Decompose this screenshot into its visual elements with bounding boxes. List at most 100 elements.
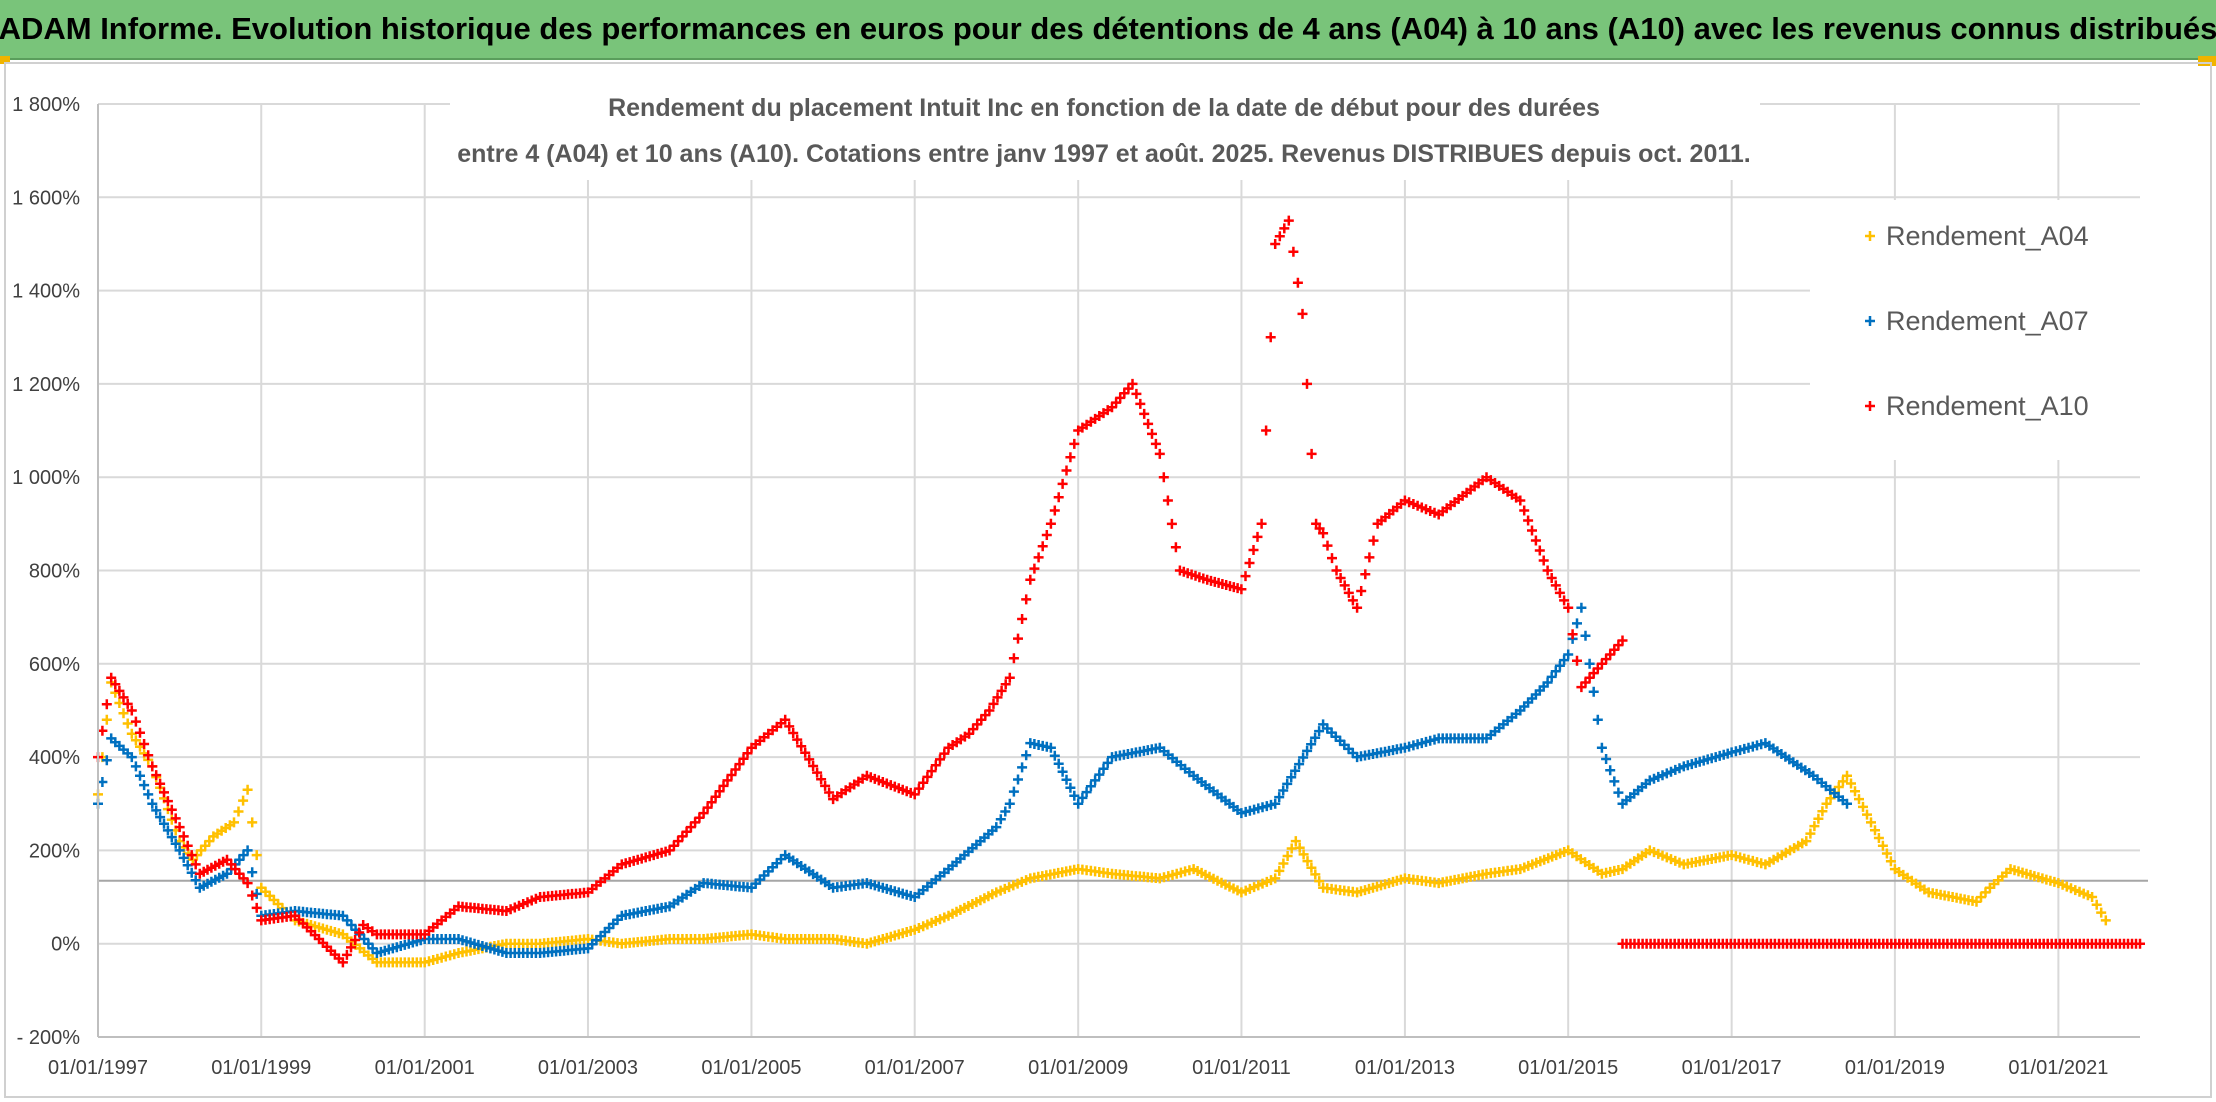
legend-marker [1865,401,1875,411]
data-point [1009,803,1011,805]
data-point [1649,779,1651,781]
data-point [199,873,201,875]
series-rendement-a10-zero- [1617,938,2145,949]
data-point [1050,747,1052,749]
data-point [1580,607,1582,609]
data-point [988,710,990,711]
x-tick-label: 01/01/2021 [2008,1057,2108,1079]
chart-title-background [450,88,1760,180]
y-axis: - 200% 0% 200% 400% 600% 800% 1 000% 1 200% 1 40… [12,94,99,1049]
data-point [1322,887,1324,889]
data-point [131,710,133,711]
data-point [2091,896,2093,898]
data-point [247,789,249,791]
data-point [1261,523,1263,525]
data-point [1601,663,1603,665]
data-point [199,887,201,889]
data-point [1622,640,1623,641]
data-point [1567,607,1569,609]
data-point [1240,588,1242,590]
y-tick-label: 800% [29,561,80,583]
legend-label: Rendement_A04 [1886,221,2089,251]
legend-label: Rendement_A10 [1886,391,2089,421]
x-tick-label: 01/01/2019 [1845,1057,1945,1079]
legend-item: Rendement_A07 [1865,306,2089,336]
data-point [1826,803,1827,805]
data-point [1009,677,1011,679]
data-point [751,747,752,749]
data-point [212,835,214,837]
y-tick-label: - 200% [17,1027,81,1049]
data-point [1111,756,1113,758]
data-point [1356,607,1358,609]
x-tick-label: 01/01/2015 [1518,1057,1618,1079]
data-point [342,915,344,917]
data-point [458,952,459,954]
data-point [1377,523,1379,525]
data-point [948,915,949,917]
data-point [866,943,868,945]
data-point [1622,943,1623,945]
series-rendement-a04 [93,677,2111,968]
data-point [1567,849,1569,851]
data-point [1601,873,1603,875]
data-point [1438,514,1440,515]
data-point [1486,476,1487,478]
data-point [294,915,296,917]
data-point [1731,751,1733,753]
legend-item: Rendement_A10 [1865,391,2089,421]
data-point [866,882,868,884]
data-point [424,961,426,963]
header-accent-left [0,56,10,64]
data-point [1976,901,1977,903]
data-point [2010,868,2011,870]
data-point [2139,943,2141,945]
legend-marker [1865,316,1875,326]
x-axis: 01/01/1997 01/01/1999 01/01/2001 01/01/2003… [48,1036,2140,1079]
data-point [1132,383,1133,385]
data-point [1519,500,1521,501]
report-header-banner: ADAM Informe. Evolution historique des p… [0,0,2216,60]
y-tick-label: 1 800% [12,94,80,116]
data-point [1846,775,1848,777]
data-point [1159,747,1161,749]
data-point [1989,887,1991,889]
data-point [1580,686,1582,688]
y-tick-label: 1 000% [12,467,80,489]
data-point [260,887,262,889]
x-tick-label: 01/01/2007 [865,1057,965,1079]
data-point [1601,747,1603,749]
data-point [1404,747,1406,749]
data-point [1193,868,1195,870]
data-point [1547,570,1549,571]
data-point [505,910,507,912]
x-tick-label: 01/01/2005 [701,1057,801,1079]
x-tick-label: 01/01/2011 [1192,1057,1291,1079]
data-point [2057,882,2059,884]
series-markers [93,215,1628,968]
data-point [233,821,235,823]
data-point [587,891,589,893]
data-point [458,905,459,907]
data-point [1077,430,1079,431]
data-point [914,793,916,795]
data-point [1322,723,1324,725]
data-point [669,905,671,907]
y-tick-label: 400% [29,747,80,769]
data-point [784,854,786,856]
header-accent-right [2198,56,2216,66]
data-point [247,882,249,884]
data-point [1567,654,1569,655]
data-point [948,868,949,870]
data-point [703,812,705,814]
data-point [1240,812,1242,814]
data-point [1438,737,1440,739]
data-point [260,919,262,921]
data-point [751,887,752,889]
data-point [1805,840,1807,842]
data-point [587,938,589,940]
data-point [832,798,834,800]
data-point [1077,868,1079,870]
legend-background [1810,200,2140,460]
